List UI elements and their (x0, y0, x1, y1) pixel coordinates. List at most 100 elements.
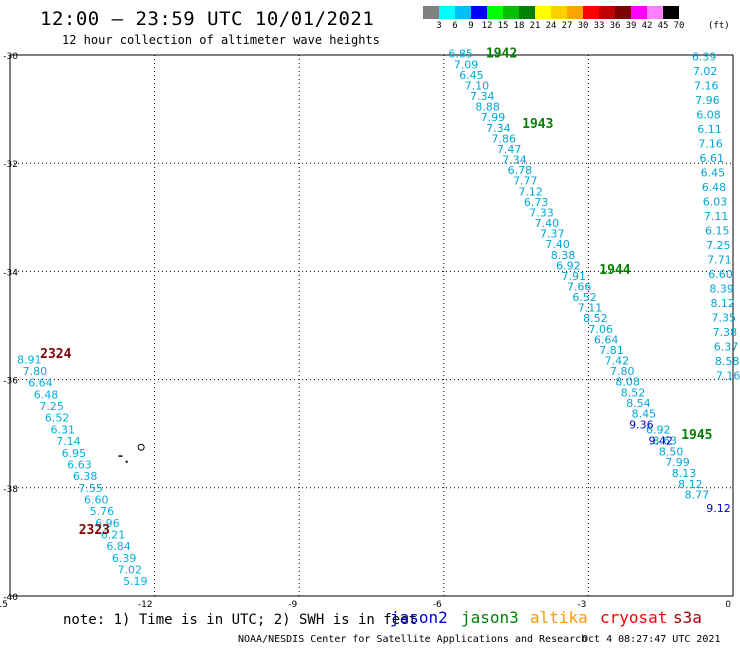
colorbar-tick-label: 6 (452, 21, 458, 31)
colorbar-unit: (ft) (708, 21, 730, 31)
colorbar-swatch (487, 6, 503, 19)
swh-value-label: 6.92 (646, 424, 671, 437)
swh-value-label: 7.14 (56, 435, 81, 448)
swh-value-label: 8.88 (475, 101, 500, 114)
swh-value-label: 7.33 (529, 206, 554, 219)
swh-value-label: 6.60 (84, 493, 109, 506)
swh-value-label: 6.73 (524, 196, 549, 209)
swh-value-label: 8.54 (626, 397, 651, 410)
swh-value-label: 6.39 (692, 50, 717, 63)
colorbar-tick-label: 45 (657, 21, 669, 31)
track-id-label: 1943 (522, 117, 553, 132)
track-id-label: 1944 (599, 263, 630, 278)
colorbar-swatch (423, 6, 439, 19)
map-title: 12:00 – 23:59 UTC 10/01/2021 (40, 8, 375, 30)
swh-value-label: 7.91 (562, 270, 587, 283)
colorbar-swatch (439, 6, 455, 19)
swh-value-label: 7.02 (693, 65, 718, 78)
swh-value-label: 7.34 (470, 90, 495, 103)
colorbar-swatch (535, 6, 551, 19)
swh-value-label: 8.13 (672, 467, 697, 480)
swh-colorbar (423, 6, 679, 19)
colorbar-tick-label: 3 (436, 21, 442, 31)
swh-value-label: 8.45 (632, 407, 657, 420)
swh-value-label: 6.85 (448, 48, 473, 61)
colorbar-swatch (551, 6, 567, 19)
swh-value-label: 7.40 (545, 238, 570, 251)
swh-value-label: 7.47 (497, 143, 522, 156)
lat-tick-label: -36 (3, 377, 18, 387)
swh-value-label: 7.25 (39, 400, 64, 413)
swh-value-label: 7.11 (578, 302, 603, 315)
swh-value-label: 8.08 (615, 376, 640, 389)
swh-value-label: 6.78 (508, 164, 533, 177)
lon-tick-label: -12 (138, 600, 153, 610)
swh-value-label: 7.10 (465, 79, 490, 92)
swh-value-label: 8.39 (709, 283, 734, 296)
track-id-label: 2324 (40, 347, 71, 362)
colorbar-swatch (503, 6, 519, 19)
note-text: note: 1) Time is in UTC; 2) SWH is in fe… (63, 612, 418, 628)
swh-value-label: 7.16 (698, 137, 723, 150)
lon-tick-label: -6 (433, 600, 442, 610)
swh-value-label: 8.77 (685, 489, 710, 502)
swh-value-label: 8.38 (551, 249, 576, 262)
swh-value-label: 6.31 (51, 423, 76, 436)
colorbar-tick-label: 36 (609, 21, 621, 31)
swh-value-label: 7.34 (486, 122, 511, 135)
swh-value-label: 6.11 (697, 123, 722, 136)
swh-value-label: 6.48 (34, 388, 59, 401)
legend-altika: altika (530, 608, 588, 627)
colorbar-tick-label: 21 (529, 21, 541, 31)
legend-cryosat: cryosat (600, 608, 668, 627)
swh-value-label: 6.61 (699, 152, 724, 165)
lon-tick-label: -15 (0, 600, 8, 610)
swh-value-label: 7.55 (78, 482, 103, 495)
swh-value-label: 8.12 (678, 478, 703, 491)
colorbar-tick-label: 70 (673, 21, 685, 31)
swh-value-label: 7.25 (706, 239, 731, 252)
colorbar-tick-label: 39 (625, 21, 637, 31)
colorbar-tick-label: 15 (497, 21, 509, 31)
colorbar-labels: 3 6 9 12 15 18 21 24 27 30 33 36 39 42 45 70 (423, 21, 740, 33)
legend-jason2: jason2 (390, 608, 448, 627)
swh-value-label: 7.16 (694, 79, 719, 92)
lat-tick-label: -38 (3, 485, 18, 495)
lat-tick-label: -40 (3, 593, 18, 603)
swh-value-label: 6.45 (701, 166, 726, 179)
lat-tick-label: -30 (3, 52, 18, 62)
swh-value-label: 6.52 (572, 291, 597, 304)
colorbar-swatch (615, 6, 631, 19)
colorbar-tick-label: 18 (513, 21, 525, 31)
swh-value-label: 6.48 (702, 181, 727, 194)
lon-tick-label: 0 (725, 600, 731, 610)
colorbar-tick-label: 33 (593, 21, 605, 31)
swh-value-label: 7.16 (716, 370, 740, 383)
swh-value-label: 6.08 (696, 108, 721, 121)
swh-value-label: 5.76 (90, 505, 115, 518)
swh-value-label: 6.15 (705, 225, 730, 238)
swh-value-label: 7.34 (502, 154, 527, 167)
colorbar-swatch (599, 6, 615, 19)
colorbar-swatch (519, 6, 535, 19)
swh-value-label: 7.80 (23, 365, 48, 378)
swh-value-label: 8.52 (583, 312, 608, 325)
swh-value-label: 7.99 (481, 111, 506, 124)
swh-value-label: 7.71 (707, 254, 732, 267)
swh-value-label: 6.64 (594, 333, 619, 346)
swh-value-label: 7.09 (454, 58, 479, 71)
track-id-label: 2323 (79, 523, 110, 538)
lat-tick-label: -32 (3, 160, 18, 170)
swh-value-label: 7.37 (540, 228, 565, 241)
swh-value-label: 5.19 (123, 575, 148, 588)
swh-value-label: 8.12 (710, 297, 735, 310)
map-frame (9, 54, 734, 597)
swh-value-label: 9.42 (648, 435, 673, 448)
swh-value-label: 6.45 (459, 69, 484, 82)
swh-value-label: 7.66 (567, 280, 592, 293)
swh-value-label: 6.38 (73, 470, 98, 483)
track-id-label: 1942 (486, 47, 517, 62)
swh-value-label: 9.36 (629, 418, 654, 431)
swh-value-label: 7.81 (599, 344, 624, 357)
